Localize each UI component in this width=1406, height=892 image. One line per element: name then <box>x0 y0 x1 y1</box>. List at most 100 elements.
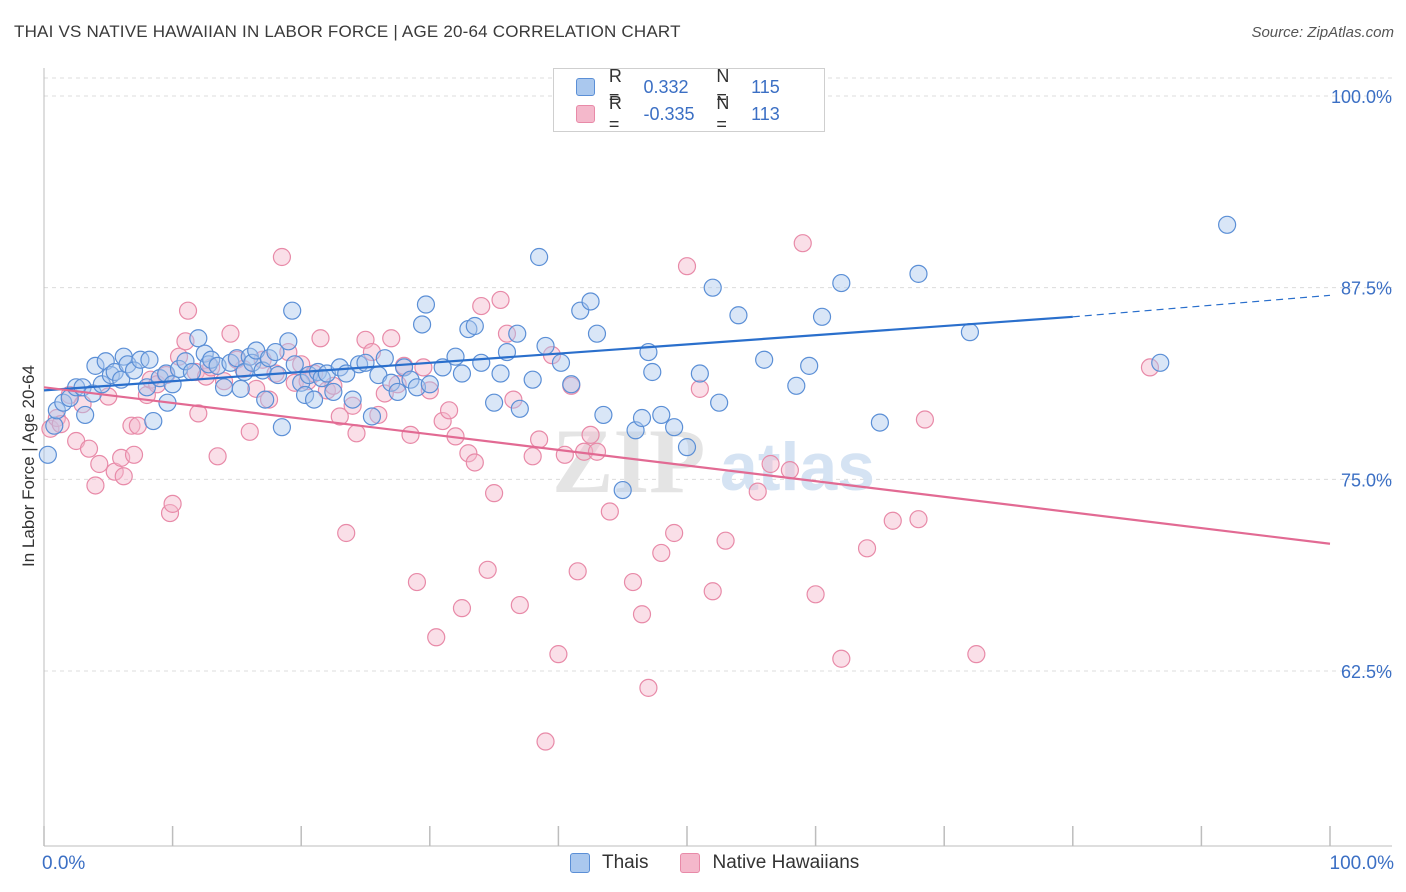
legend-label-thais: Thais <box>602 852 649 873</box>
data-point-native-hawaiian <box>51 415 70 434</box>
data-point-thai <box>375 349 394 368</box>
legend-swatch-hawaiians <box>576 105 595 123</box>
data-point-thai <box>362 407 382 426</box>
data-point-thai <box>382 373 401 392</box>
x-axis-label-right: 100.0% <box>1330 853 1395 874</box>
data-point-native-hawaiian <box>401 425 420 444</box>
data-point-native-hawaiian <box>369 405 388 425</box>
data-point-native-hawaiian <box>703 582 722 601</box>
data-point-native-hawaiian <box>793 234 812 253</box>
data-point-thai <box>594 405 613 425</box>
legend-item-thais[interactable]: Thais <box>570 852 648 874</box>
data-point-thai <box>163 375 182 394</box>
data-point-thai <box>420 375 439 394</box>
data-point-native-hawaiian <box>240 422 259 441</box>
correlation-legend: R = 0.332 N = 115 R = -0.335 N = 113 <box>553 66 825 134</box>
data-point-native-hawaiian <box>189 404 208 423</box>
data-point-native-hawaiian <box>311 329 330 348</box>
watermark-zip: ZIP <box>552 410 705 512</box>
legend-r-label: R = <box>608 66 622 107</box>
data-point-thai <box>523 370 542 389</box>
data-point-native-hawaiian <box>780 461 799 480</box>
data-point-native-hawaiian <box>124 445 144 464</box>
data-point-native-hawaiian <box>581 425 600 444</box>
data-point-thai <box>472 353 491 372</box>
data-point-thai <box>416 295 436 314</box>
data-point-thai <box>710 393 729 412</box>
data-point-native-hawaiian <box>716 531 735 550</box>
data-point-thai <box>632 408 652 428</box>
data-point-native-hawaiian <box>221 324 240 343</box>
data-point-native-hawaiian <box>433 411 452 431</box>
data-point-thai <box>283 301 302 320</box>
data-point-native-hawaiian <box>909 510 928 529</box>
data-point-native-hawaiian <box>178 301 198 320</box>
data-point-thai <box>412 315 432 334</box>
data-point-thai <box>536 336 555 356</box>
data-point-thai <box>214 378 234 397</box>
data-point-native-hawaiian <box>806 585 825 604</box>
data-point-thai <box>690 364 709 383</box>
legend-r-value-thais: 0.332 <box>643 76 689 97</box>
data-point-thai <box>38 445 57 464</box>
legend-swatch-native-hawaiians <box>680 853 701 873</box>
data-point-native-hawaiian <box>452 599 472 618</box>
data-point-thai <box>677 438 697 457</box>
data-point-native-hawaiian <box>163 494 182 513</box>
data-point-native-hawaiian <box>568 562 587 581</box>
data-point-thai <box>285 355 304 374</box>
data-point-thai <box>581 292 600 311</box>
y-tick-label: 100.0% <box>1331 87 1392 107</box>
legend-swatch-thais <box>570 853 590 873</box>
data-point-native-hawaiian <box>883 511 902 530</box>
y-tick-label: 87.5% <box>1341 279 1392 299</box>
trend-lines <box>43 294 1331 545</box>
data-point-native-hawaiian <box>427 628 446 647</box>
data-point-native-hawaiian <box>652 543 671 563</box>
data-point-thai <box>45 416 64 435</box>
data-point-thai <box>613 480 632 500</box>
data-point-thai <box>508 324 527 343</box>
data-point-native-hawaiian <box>523 447 542 466</box>
data-point-native-hawaiian <box>967 645 986 664</box>
data-point-thai <box>870 413 890 432</box>
data-point-thai <box>643 362 662 382</box>
data-point-native-hawaiian <box>208 447 227 466</box>
data-point-native-hawaiian <box>414 358 433 377</box>
data-point-native-hawaiian <box>459 444 478 463</box>
legend-n-value-hawaiians: 113 <box>751 103 780 124</box>
data-point-native-hawaiian <box>761 454 780 474</box>
legend-n-label: N = <box>716 66 730 107</box>
data-point-native-hawaiian <box>485 484 504 503</box>
data-point-native-hawaiian <box>497 324 517 343</box>
series-thais <box>38 215 1237 500</box>
series-native-hawaiians <box>41 234 1160 751</box>
data-point-native-hawaiian <box>86 476 105 495</box>
data-point-thai <box>1218 215 1237 234</box>
data-point-native-hawaiian <box>632 605 652 624</box>
data-point-native-hawaiian <box>690 379 709 398</box>
data-point-thai <box>755 350 774 369</box>
legend-r-label: R = <box>608 93 622 134</box>
data-point-native-hawaiian <box>491 290 510 310</box>
data-point-thai <box>812 307 832 326</box>
data-point-native-hawaiian <box>439 401 459 420</box>
data-point-thai <box>465 316 484 336</box>
data-point-thai <box>800 356 819 375</box>
data-point-thai <box>703 278 722 297</box>
data-point-native-hawaiian <box>536 732 555 751</box>
data-point-native-hawaiian <box>639 678 658 697</box>
data-point-thai <box>54 393 73 412</box>
data-point-thai <box>231 379 250 398</box>
data-point-native-hawaiian <box>600 502 619 521</box>
data-point-native-hawaiian <box>272 247 292 267</box>
data-point-thai <box>729 306 748 325</box>
legend-item-native-hawaiians[interactable]: Native Hawaiians <box>680 852 859 874</box>
data-point-thai <box>388 382 407 402</box>
data-point-thai <box>530 247 549 267</box>
y-tick-label: 75.0% <box>1341 470 1392 490</box>
data-point-thai <box>86 356 105 375</box>
data-point-native-hawaiian <box>832 649 851 668</box>
tick-labels: 100.0% 87.5% 75.0% 62.5% <box>1331 87 1392 682</box>
